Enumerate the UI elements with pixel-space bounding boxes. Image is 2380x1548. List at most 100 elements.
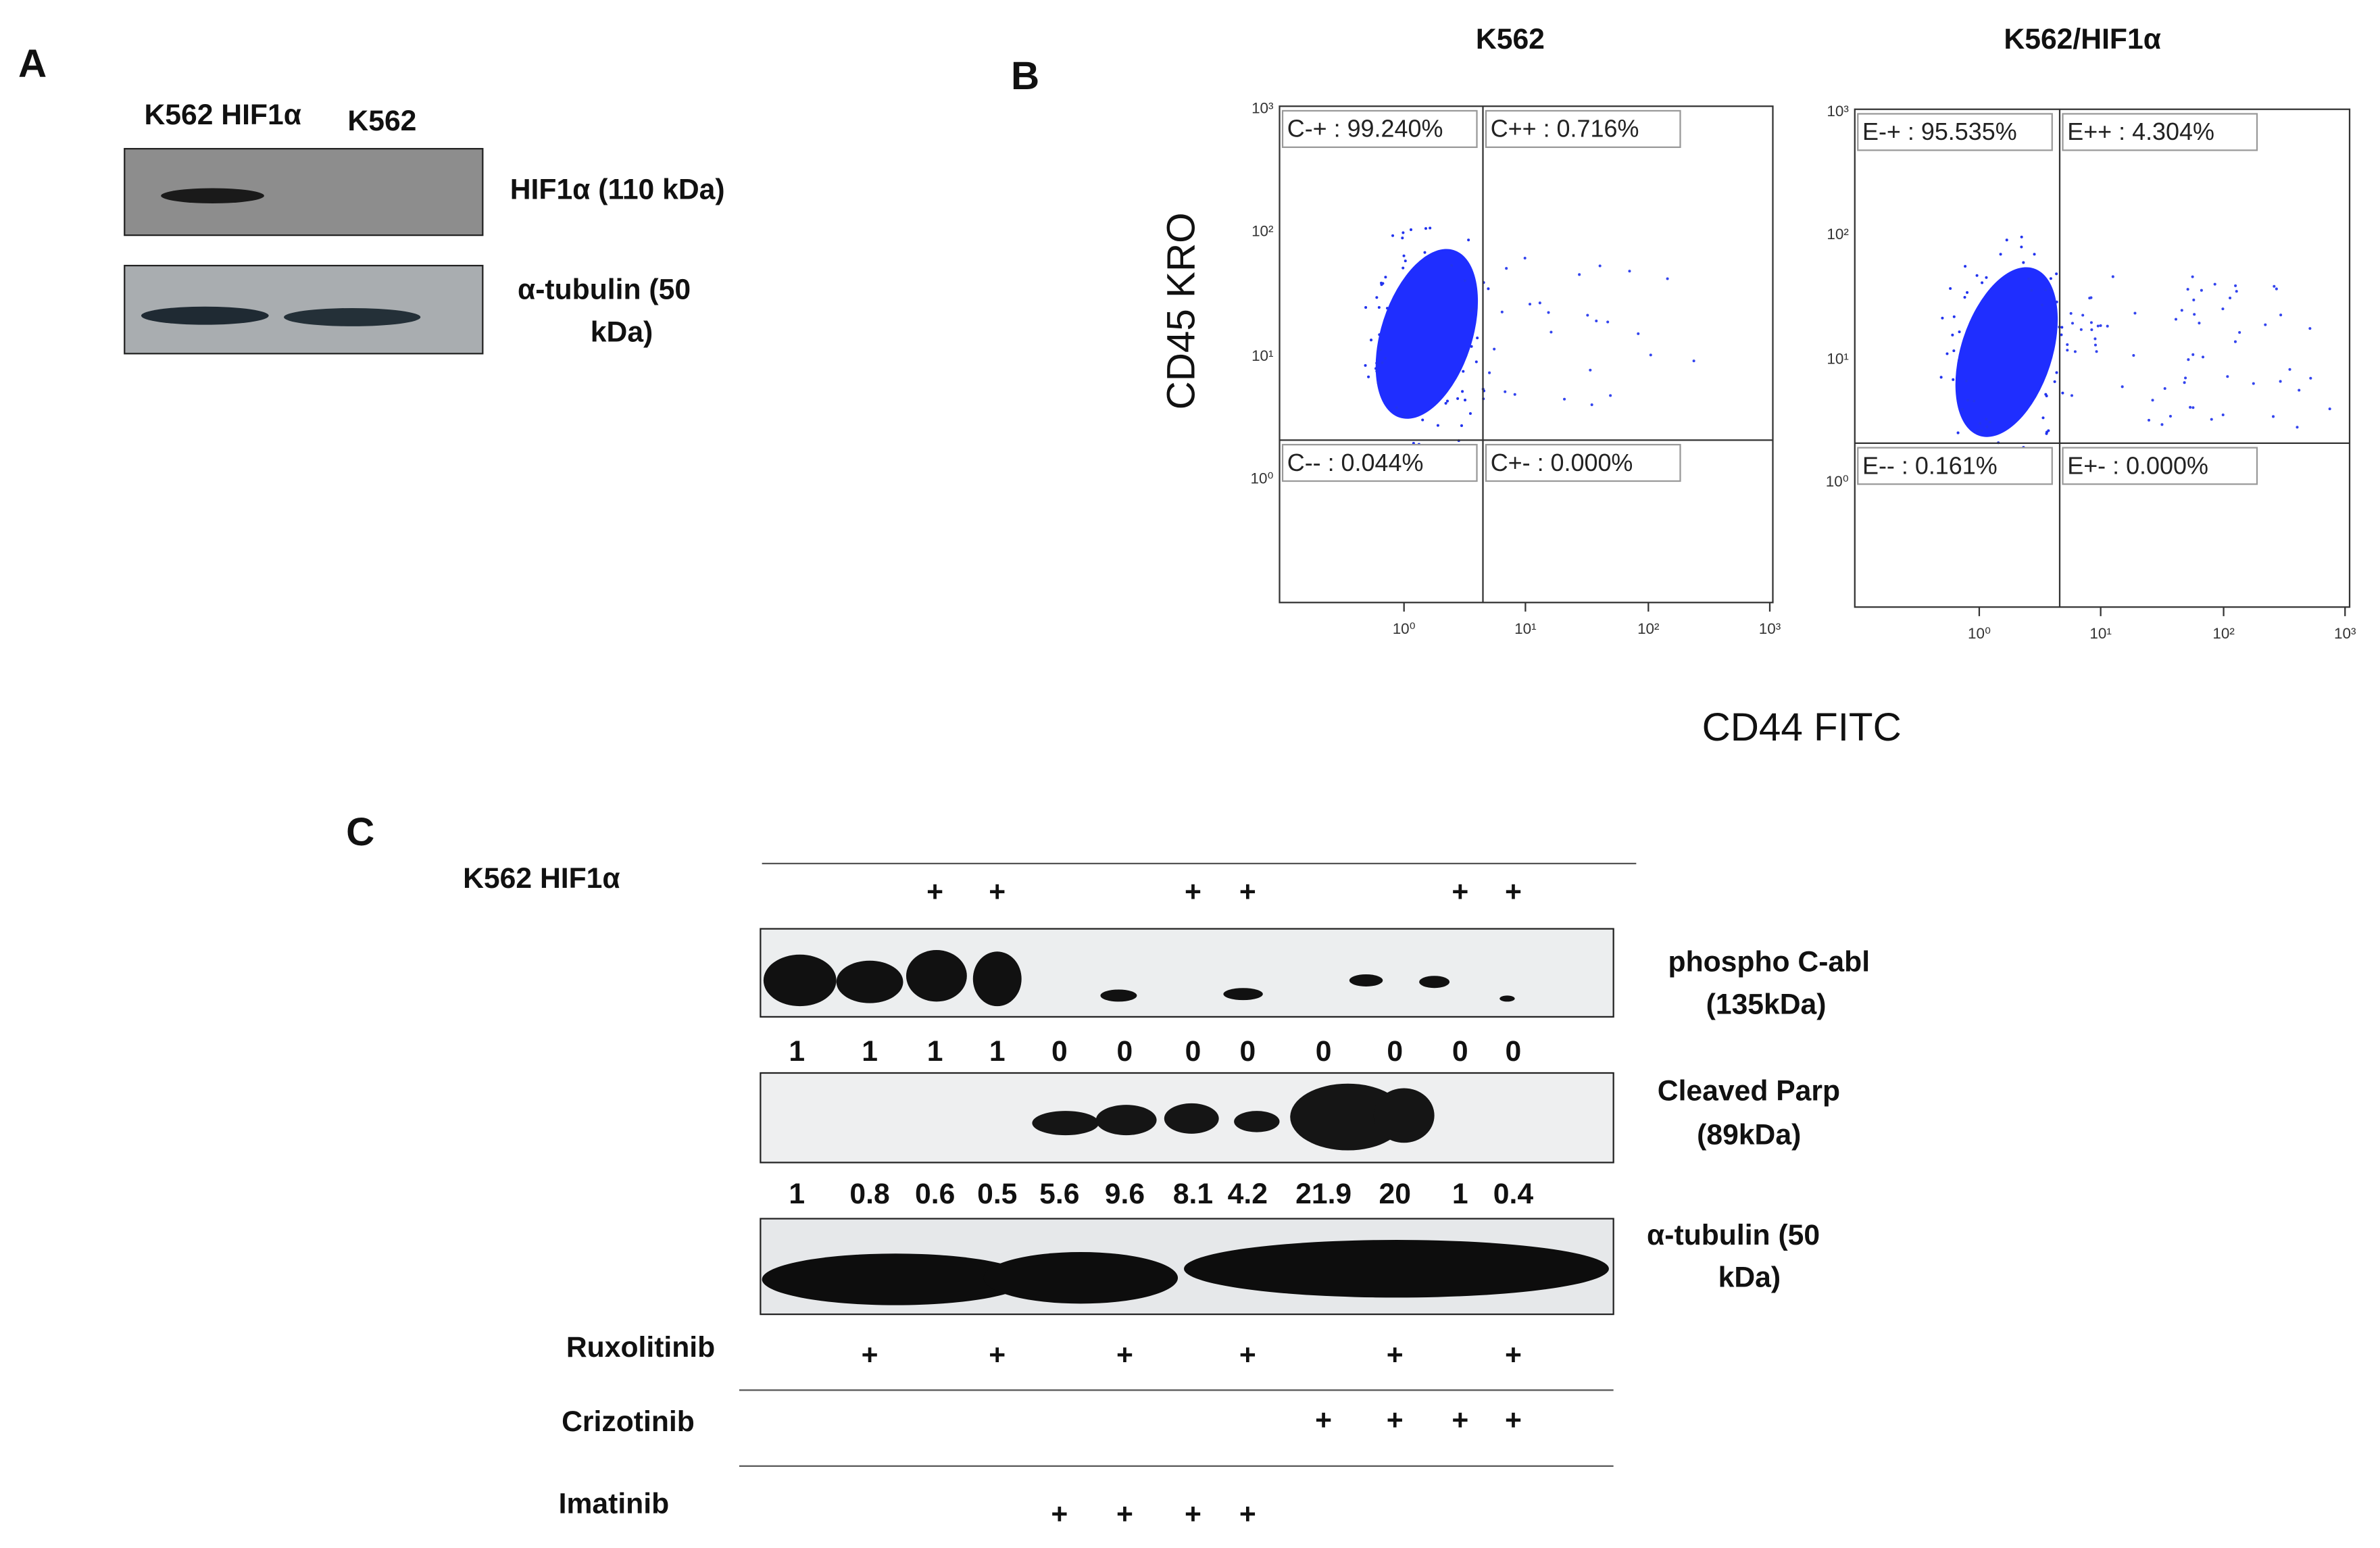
quantification: 5.6 [1039,1178,1079,1210]
cell [1423,251,1427,254]
cell [1472,307,1477,310]
cell [2328,407,2331,411]
cell [1606,320,1610,324]
quadrant-box [1857,447,2053,485]
plot-frame [1279,105,1774,603]
cell [1941,316,1944,320]
cell [1973,399,1976,403]
cell [2168,414,2172,418]
x-tick-label: 10³ [2334,625,2356,642]
cell [1547,311,1550,314]
cell [2070,394,2074,397]
cell [2264,323,2267,326]
cell [2221,307,2225,311]
band [161,188,264,203]
treatment-mark: + [1452,1404,1468,1437]
cell [1952,315,1956,318]
cell [2279,314,2283,317]
cell [1939,376,1943,379]
cell [2238,331,2241,334]
band-label: kDa) [591,316,653,348]
treatment-mark: + [989,876,1006,908]
cell [2189,405,2192,409]
cell [2045,394,2048,398]
treatment-mark: + [989,1339,1006,1371]
cell [1374,367,1378,370]
cell [1384,276,1387,279]
blot-label: phospho C-abl [1668,946,1870,978]
cell [2202,355,2205,359]
cell [1367,375,1370,378]
cell [1436,424,1439,427]
y-tick-label: 10² [1827,226,1849,243]
cell [1628,270,1631,273]
quantification: 1 [927,1035,943,1068]
cell [2041,416,2045,420]
quantification: 8.1 [1173,1178,1213,1210]
cell [1505,267,1508,270]
cell [1470,345,1473,348]
cell [2213,282,2216,286]
x-tick-label: 10¹ [2089,625,2111,642]
quantification: 0 [1051,1035,1068,1068]
cell [2191,353,2195,356]
cell [2088,297,2091,300]
treatment-mark: + [1185,876,1201,908]
quantification: 0 [1452,1035,1468,1068]
cell [2049,287,2052,291]
cell [2022,261,2025,264]
cell [2200,289,2203,292]
treatment-mark: + [1239,876,1256,908]
cell [1609,394,1612,397]
cell [2210,418,2213,421]
cell [1563,397,1566,401]
cell [1999,253,2002,256]
cell [2298,389,2301,392]
y-tick-label: 10³ [1251,100,1274,117]
cell [1462,370,1465,373]
x-tick-label: 10² [2212,625,2235,642]
cell [2234,284,2237,287]
cell [1456,397,1460,400]
cell [1951,333,1954,336]
cell [1375,296,1379,299]
treatment-label: Imatinib [559,1487,670,1520]
blot [760,928,1614,1018]
quadrant-stat: E+- : 0.000% [2067,451,2208,479]
quadrant-box [1485,443,1681,482]
cell [2090,328,2093,332]
cell [2071,322,2075,325]
flow-plots: K562 C-+ : 99.240% C++ : 0.716% C-- : 0.044… [1251,23,2356,642]
cell [2308,327,2312,330]
cell [1385,307,1389,310]
cell [2096,324,2100,328]
cell [1956,431,1960,434]
cell [1513,393,1516,396]
cell [1379,348,1382,351]
cell [2193,313,2196,316]
x-tick-label: 10⁰ [1968,625,1991,642]
quantification: 1 [789,1035,805,1068]
cell-cloud [1375,249,1479,419]
cell [1429,226,1432,230]
x-tick-label: 10⁰ [1393,620,1416,637]
y-tick-label: 10² [1251,223,1274,240]
quantification: 0.6 [915,1178,955,1210]
blot-label: (89kDa) [1697,1119,1801,1151]
cell [2099,324,2102,327]
cell [1364,364,1367,367]
quantification: 0 [1185,1035,1201,1068]
treatment-mark: + [1505,876,1522,908]
cell [1401,236,1404,240]
cell [1692,359,1695,363]
cell [2055,272,2058,276]
cell [1381,361,1384,364]
cell [1463,279,1466,282]
cell [1975,274,1979,277]
cell [1964,265,1967,268]
cell [2198,322,2201,325]
cell [2093,337,2097,341]
treatment-mark: + [1505,1339,1522,1371]
quantification: 1 [789,1178,805,1210]
cell [1595,319,1598,322]
